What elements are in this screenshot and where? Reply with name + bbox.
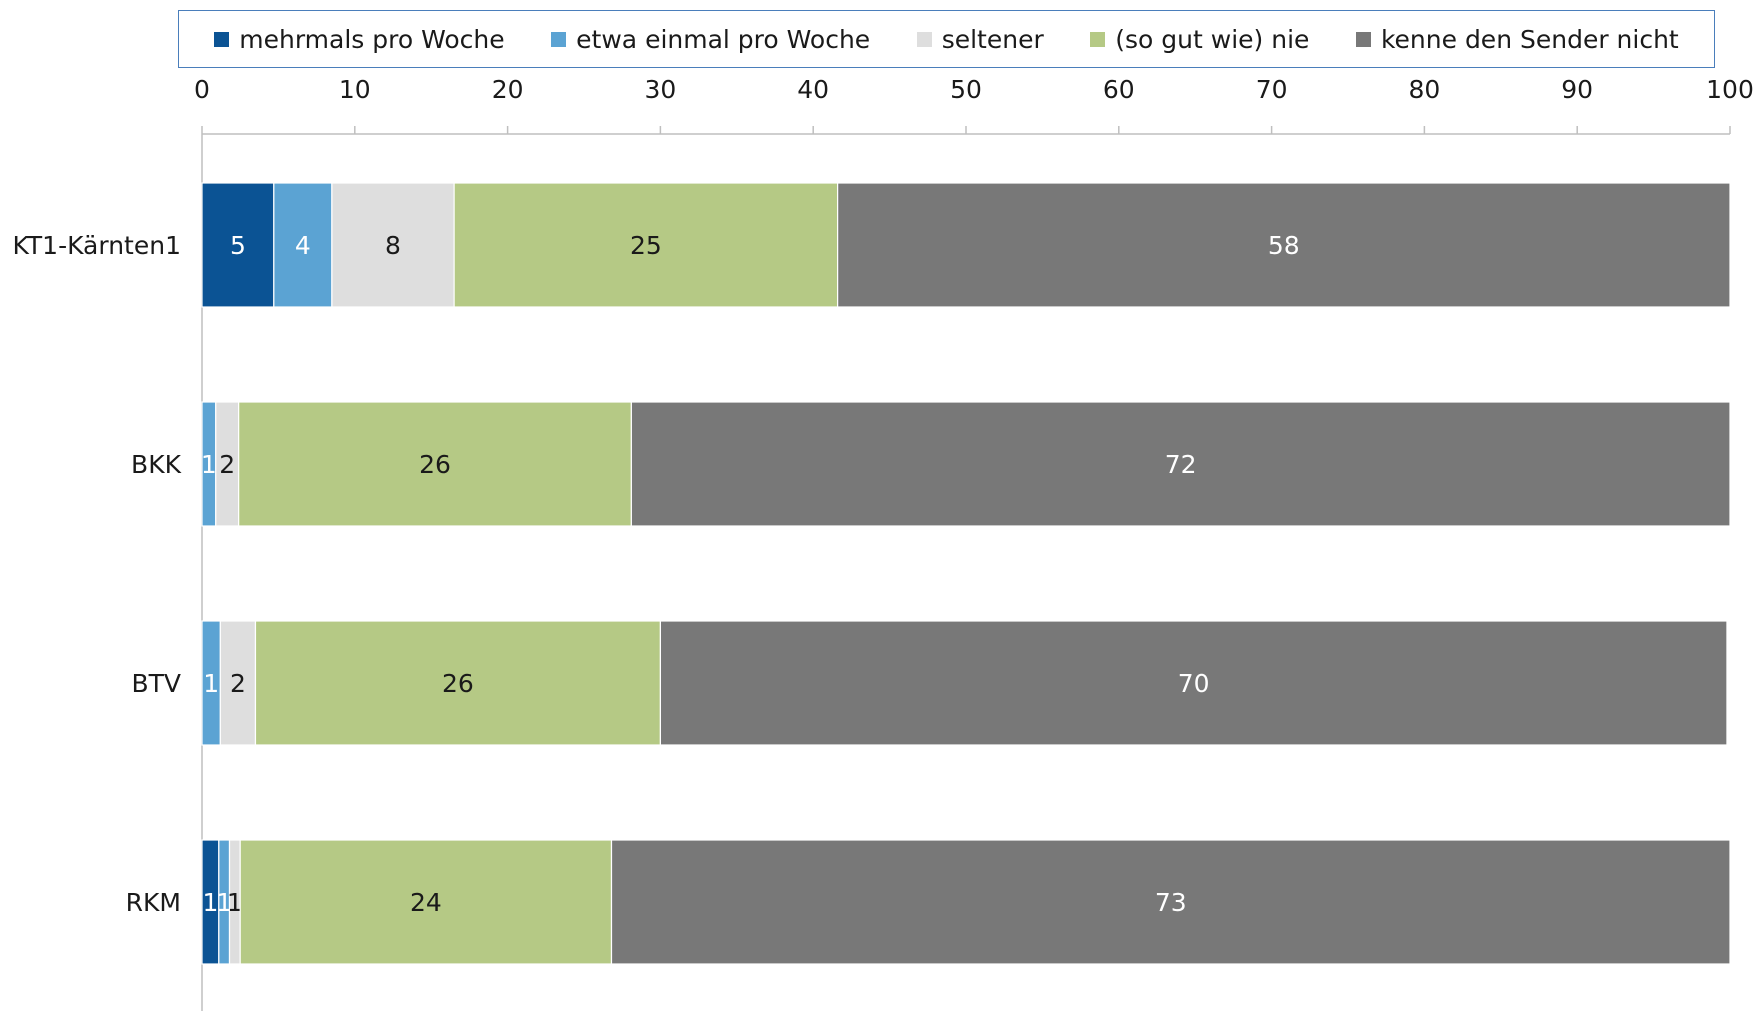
bar-value-label: 1 (201, 450, 217, 479)
bar-value-label: 1 (203, 669, 219, 698)
x-tick-label: 100 (1706, 75, 1754, 104)
x-tick-label: 20 (492, 75, 524, 104)
x-tick-label: 0 (194, 75, 210, 104)
bar-value-label: 26 (419, 450, 451, 479)
x-tick-label: 70 (1256, 75, 1288, 104)
bar-value-label: 8 (385, 231, 401, 260)
bar-value-label: 25 (630, 231, 662, 260)
bar-value-label: 24 (410, 888, 442, 917)
x-tick-label: 90 (1561, 75, 1593, 104)
bar-value-label: 73 (1155, 888, 1187, 917)
bar-value-label: 26 (442, 669, 474, 698)
bar-value-label: 5 (230, 231, 246, 260)
x-tick-label: 30 (644, 75, 676, 104)
category-label: RKM (126, 888, 181, 917)
bar-value-label: 58 (1268, 231, 1300, 260)
x-tick-label: 10 (339, 75, 371, 104)
x-tick-label: 80 (1408, 75, 1440, 104)
category-label: BKK (131, 450, 182, 479)
x-tick-label: 50 (950, 75, 982, 104)
category-labels: KT1-Kärnten1 BKK BTV RKM (12, 231, 181, 917)
bar-value-label: 70 (1178, 669, 1210, 698)
bar-value-label: 2 (219, 450, 235, 479)
category-label: KT1-Kärnten1 (12, 231, 181, 260)
x-tick-label: 60 (1103, 75, 1135, 104)
category-label: BTV (131, 669, 181, 698)
bar-value-label: 72 (1165, 450, 1197, 479)
bar-value-label: 2 (230, 669, 246, 698)
x-tick-label: 40 (797, 75, 829, 104)
bar-value-label: 4 (295, 231, 311, 260)
